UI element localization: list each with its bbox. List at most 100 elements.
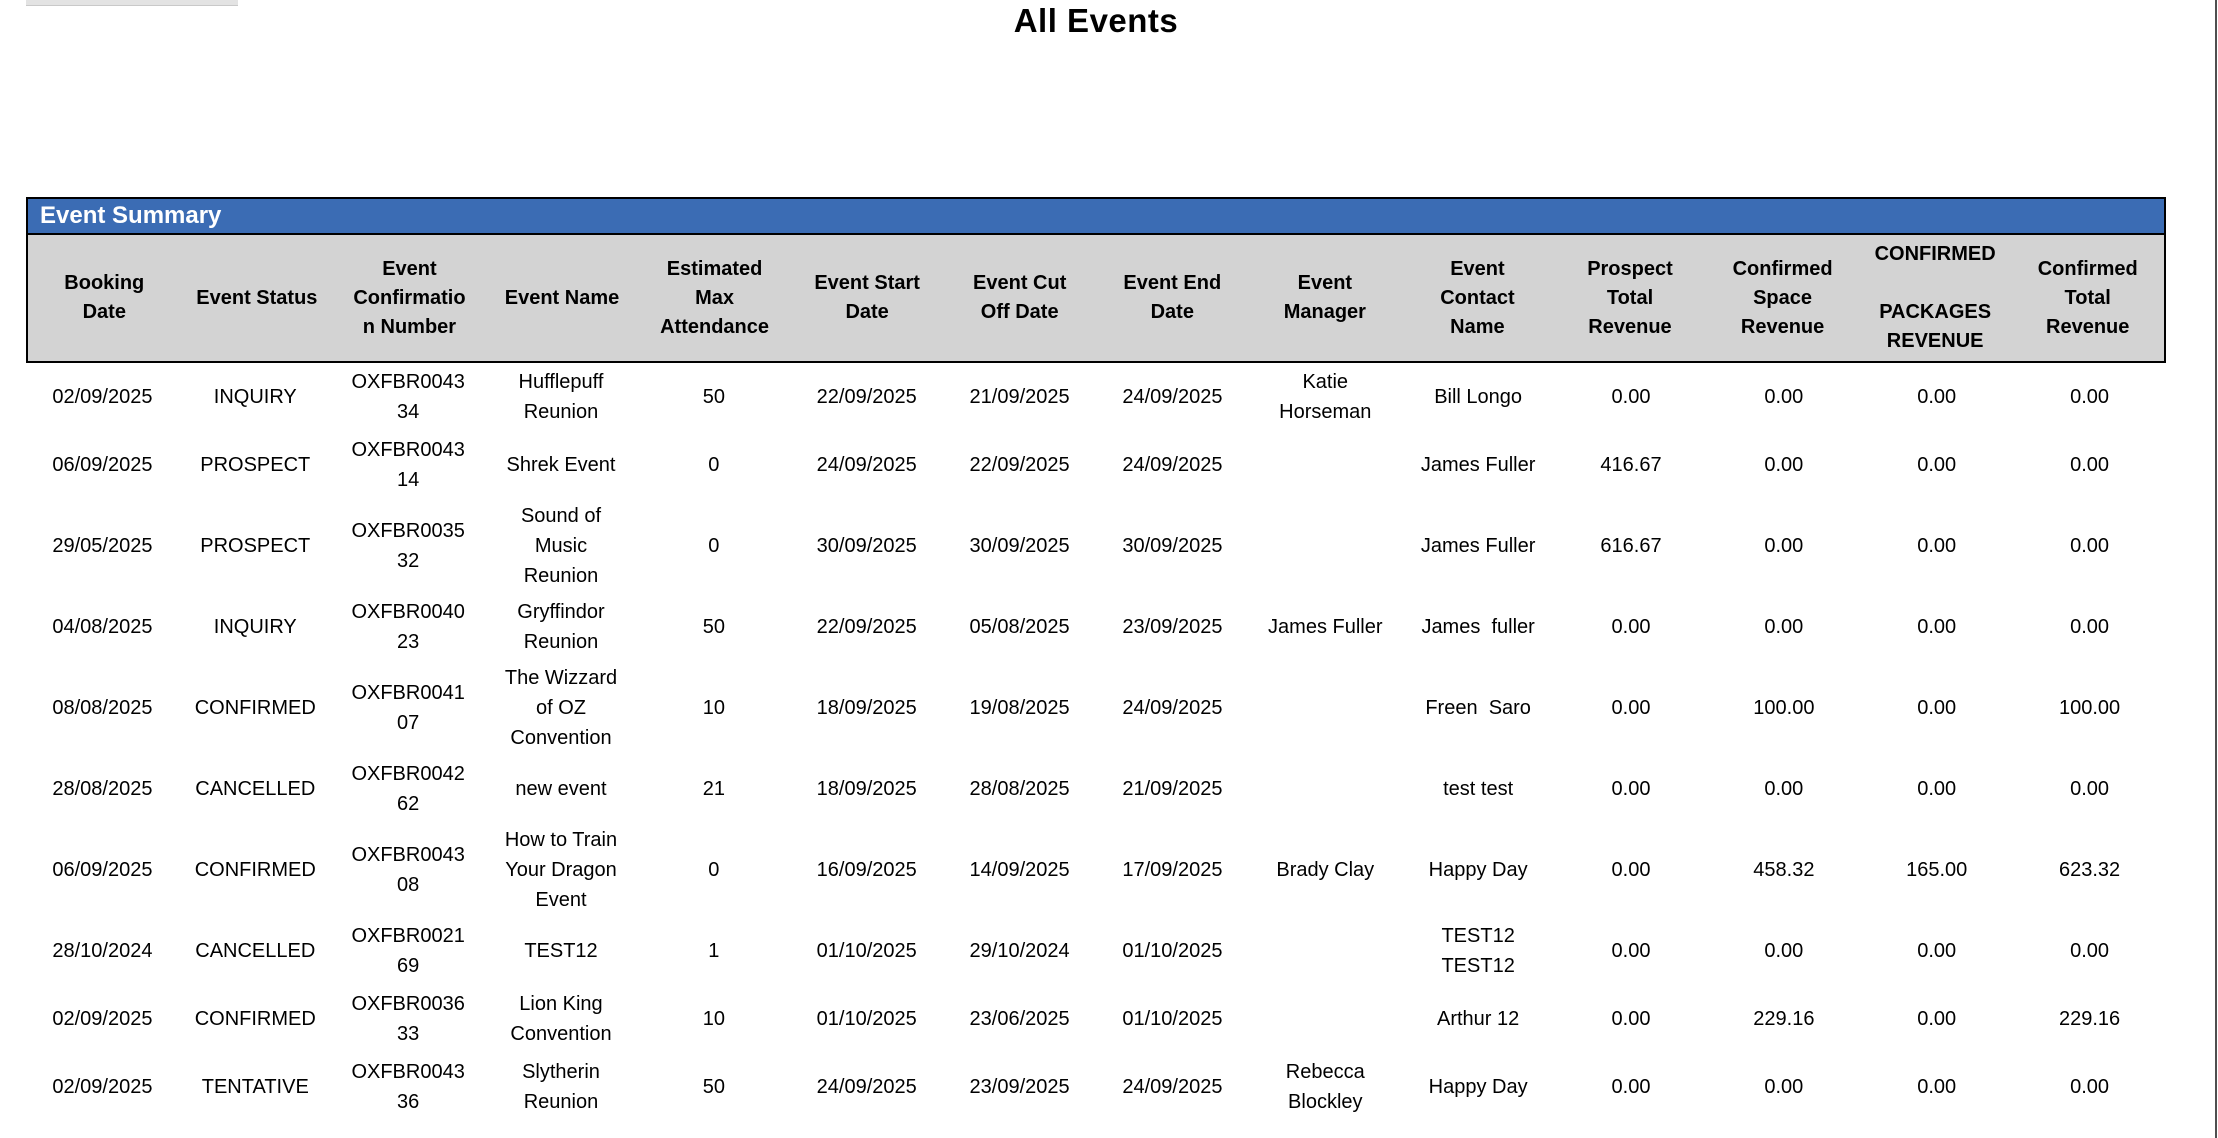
cell-event-status: CANCELLED — [195, 940, 316, 962]
table-row: 02/09/2025 TENTATIVE OXFBR0043 36 Slytherin… — [26, 1053, 2166, 1121]
cell-prospect-total-revenue: 0.00 — [1611, 697, 1651, 719]
cell-prospect-total-revenue: 416.67 — [1600, 454, 1662, 476]
cell-event-status: INQUIRY — [213, 386, 297, 408]
cell-confirmed-packages-revenue: 0.00 — [1917, 940, 1957, 962]
cell-confirmed-packages-revenue: 0.00 — [1917, 1076, 1957, 1098]
cell-confirmation-number: OXFBR0043 14 — [351, 439, 465, 491]
cell-confirmation-number: OXFBR0043 08 — [351, 844, 465, 896]
cell-confirmed-packages-revenue: 0.00 — [1917, 386, 1957, 408]
cell-cutoff-date: 14/09/2025 — [969, 859, 1070, 881]
cell-max-attendance: 50 — [702, 386, 725, 408]
cell-cutoff-date: 19/08/2025 — [969, 697, 1070, 719]
cell-start-date: 01/10/2025 — [816, 1008, 917, 1030]
cell-cutoff-date: 21/09/2025 — [969, 386, 1070, 408]
cell-start-date: 01/10/2025 — [816, 940, 917, 962]
cell-confirmed-space-revenue: 0.00 — [1764, 535, 1804, 557]
cell-booking-date: 06/09/2025 — [52, 859, 153, 881]
cell-confirmation-number: OXFBR0043 36 — [351, 1061, 465, 1113]
cell-event-name: Sound of Music Reunion — [520, 505, 602, 587]
cell-confirmed-space-revenue: 0.00 — [1764, 778, 1804, 800]
table-row: 29/05/2025 PROSPECT OXFBR0035 32 Sound of M… — [26, 499, 2166, 593]
cell-event-manager: James Fuller — [1268, 616, 1383, 638]
cell-booking-date: 06/09/2025 — [52, 454, 153, 476]
cell-confirmed-total-revenue: 0.00 — [2070, 454, 2110, 476]
cell-contact-name: James Fuller — [1420, 454, 1536, 476]
cell-prospect-total-revenue: 0.00 — [1611, 859, 1651, 881]
cell-confirmation-number: OXFBR0035 32 — [351, 520, 465, 572]
cell-event-manager — [1249, 463, 1402, 467]
cell-max-attendance: 50 — [702, 1076, 725, 1098]
cell-end-date: 24/09/2025 — [1122, 386, 1223, 408]
cell-end-date: 01/10/2025 — [1122, 1008, 1223, 1030]
page-title: All Events — [1013, 2, 1179, 39]
cell-prospect-total-revenue: 0.00 — [1611, 940, 1651, 962]
table-row: 28/08/2025 CANCELLED OXFBR0042 62 new event… — [26, 755, 2166, 823]
cell-event-manager — [1249, 706, 1402, 710]
cell-confirmed-packages-revenue: 0.00 — [1917, 697, 1957, 719]
cell-confirmed-space-revenue: 0.00 — [1764, 940, 1804, 962]
header-cutoff-date: Event Cut Off Date — [973, 272, 1067, 323]
event-summary-report: Event Summary Booking Date Event Status Ev… — [26, 197, 2166, 1121]
cell-event-status: CONFIRMED — [194, 859, 316, 881]
cell-end-date: 17/09/2025 — [1122, 859, 1223, 881]
cell-confirmed-space-revenue: 0.00 — [1764, 386, 1804, 408]
header-start-date: Event Start Date — [814, 272, 920, 323]
cell-start-date: 24/09/2025 — [816, 1076, 917, 1098]
cell-end-date: 01/10/2025 — [1122, 940, 1223, 962]
cell-end-date: 30/09/2025 — [1122, 535, 1223, 557]
cell-booking-date: 08/08/2025 — [52, 697, 153, 719]
cell-confirmed-total-revenue: 0.00 — [2070, 386, 2110, 408]
cell-confirmation-number: OXFBR0036 33 — [351, 993, 465, 1045]
cell-booking-date: 04/08/2025 — [52, 616, 153, 638]
cell-booking-date: 29/05/2025 — [52, 535, 153, 557]
cell-event-status: CONFIRMED — [194, 697, 316, 719]
cell-event-status: INQUIRY — [213, 616, 297, 638]
window-right-edge — [2215, 0, 2217, 1138]
header-confirmed-total-revenue: Confirmed Total Revenue — [2037, 257, 2138, 338]
cell-confirmed-total-revenue: 623.32 — [2058, 859, 2121, 881]
cell-prospect-total-revenue: 0.00 — [1611, 1008, 1651, 1030]
header-prospect-total-revenue: Prospect Total Revenue — [1587, 257, 1673, 338]
cell-booking-date: 28/10/2024 — [52, 940, 153, 962]
top-left-strip — [26, 0, 238, 6]
cell-contact-name: TEST12 TEST12 — [1441, 925, 1515, 977]
table-row: 08/08/2025 CONFIRMED OXFBR0041 07 The Wizza… — [26, 661, 2166, 755]
cell-event-name: Hufflepuff Reunion — [518, 371, 604, 423]
cell-event-manager — [1249, 544, 1402, 548]
cell-event-name: The Wizzard of OZ Convention — [504, 667, 618, 749]
cell-confirmed-packages-revenue: 0.00 — [1917, 1008, 1957, 1030]
cell-contact-name: Bill Longo — [1434, 386, 1523, 408]
cell-cutoff-date: 23/09/2025 — [969, 1076, 1070, 1098]
cell-start-date: 16/09/2025 — [816, 859, 917, 881]
cell-contact-name: James fuller — [1421, 616, 1535, 638]
table-row: 06/09/2025 PROSPECT OXFBR0043 14 Shrek Even… — [26, 431, 2166, 499]
table-row: 28/10/2024 CANCELLED OXFBR0021 69 TEST12 1 01… — [26, 917, 2166, 985]
cell-prospect-total-revenue: 0.00 — [1611, 616, 1651, 638]
section-header-bar: Event Summary — [26, 197, 2166, 235]
header-end-date: Event End Date — [1123, 272, 1222, 323]
cell-start-date: 22/09/2025 — [816, 616, 917, 638]
table-row: 02/09/2025 CONFIRMED OXFBR0036 33 Lion King… — [26, 985, 2166, 1053]
cell-event-status: PROSPECT — [200, 454, 311, 476]
cell-event-manager: Brady Clay — [1276, 859, 1375, 881]
table-row: 02/09/2025 INQUIRY OXFBR0043 34 Hufflepuff … — [26, 363, 2166, 431]
cell-event-manager — [1249, 1017, 1402, 1021]
cell-confirmed-packages-revenue: 0.00 — [1917, 454, 1957, 476]
cell-prospect-total-revenue: 616.67 — [1600, 535, 1662, 557]
cell-end-date: 21/09/2025 — [1122, 778, 1223, 800]
cell-max-attendance: 1 — [708, 940, 720, 962]
cell-confirmed-packages-revenue: 0.00 — [1917, 535, 1957, 557]
cell-event-manager: Rebecca Blockley — [1285, 1061, 1365, 1113]
cell-confirmed-space-revenue: 0.00 — [1764, 454, 1804, 476]
cell-end-date: 24/09/2025 — [1122, 454, 1223, 476]
cell-end-date: 23/09/2025 — [1122, 616, 1223, 638]
cell-event-name: Slytherin Reunion — [522, 1061, 600, 1113]
cell-booking-date: 02/09/2025 — [52, 1008, 153, 1030]
header-max-attendance: Estimated Max Attendance — [660, 257, 770, 338]
cell-event-manager — [1249, 787, 1402, 791]
cell-confirmed-total-revenue: 0.00 — [2070, 1076, 2110, 1098]
cell-cutoff-date: 05/08/2025 — [969, 616, 1070, 638]
cell-max-attendance: 0 — [708, 535, 720, 557]
table-body: 02/09/2025 INQUIRY OXFBR0043 34 Hufflepuff … — [26, 363, 2166, 1121]
cell-contact-name: Happy Day — [1428, 1076, 1528, 1098]
